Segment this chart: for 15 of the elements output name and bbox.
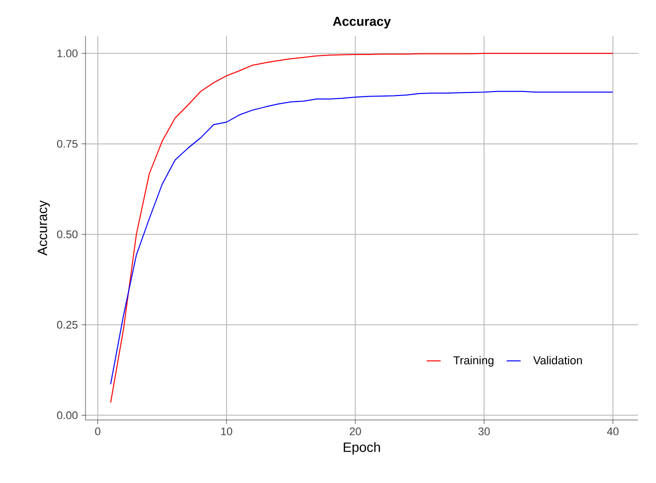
y-tick-label: 0.50 <box>57 230 78 238</box>
x-tick-label: 0 <box>95 428 100 436</box>
x-axis-title: Epoch <box>344 442 380 455</box>
x-tick-label: 20 <box>350 428 361 436</box>
y-axis-title: Accuracy <box>38 200 50 256</box>
y-tick-label: 0.00 <box>57 411 78 420</box>
x-tick-label: 40 <box>607 428 619 436</box>
x-tick-label: 10 <box>221 428 232 436</box>
legend-label: Training <box>453 356 494 367</box>
y-tick-label: 0.75 <box>57 140 78 148</box>
y-tick-label: 1.00 <box>57 49 78 58</box>
legend-label: Validation <box>533 356 582 364</box>
chart-title: Accuracy <box>332 16 391 28</box>
x-tick-label: 30 <box>478 428 490 436</box>
y-tick-label: 0.25 <box>57 320 78 329</box>
